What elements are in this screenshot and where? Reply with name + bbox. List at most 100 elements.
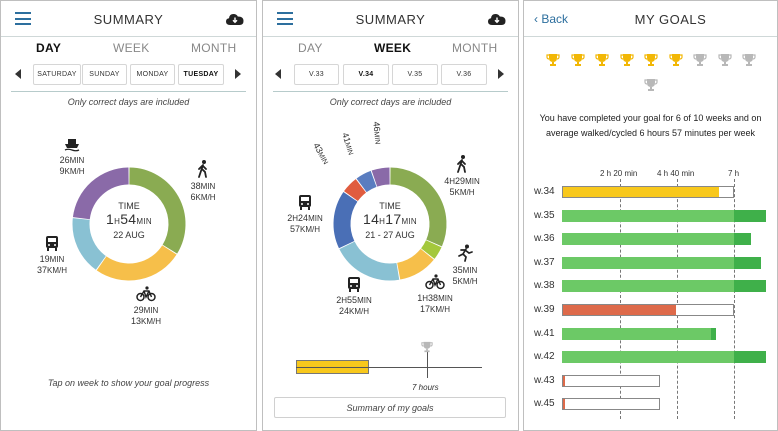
header: SUMMARY	[263, 1, 518, 37]
trophy-grey-icon	[693, 53, 707, 67]
donut-segment-walk[interactable]	[389, 167, 447, 247]
day-chip[interactable]: SUNDAY	[82, 64, 127, 85]
tab-month[interactable]: MONTH	[452, 41, 498, 55]
period-tabs: DAY WEEK MONTH	[263, 41, 518, 57]
week-label: w.45	[534, 398, 555, 410]
goal-bar-track	[296, 367, 482, 368]
summary-week-screen: SUMMARY DAY WEEK MONTH V.33 V.34 V.35 V.…	[262, 0, 519, 431]
page-title: SUMMARY	[93, 12, 164, 27]
cloud-download-icon[interactable]	[226, 12, 244, 26]
donut-segment-car[interactable]	[344, 179, 367, 202]
bus-label: 2H55MIN 24KM/H	[334, 276, 374, 317]
walking-person-icon	[457, 155, 466, 173]
running-person-icon	[458, 244, 473, 262]
day-chip[interactable]: MONDAY	[130, 64, 175, 85]
trophy-gold-icon	[570, 53, 585, 67]
walk-label: 4H29MIN 5KM/H	[443, 155, 481, 198]
summary-day-screen: SUMMARY DAY WEEK MONTH SATURDAY SUNDAY M…	[0, 0, 257, 431]
running-label: 35MIN 5KM/H	[449, 244, 481, 287]
page-title: SUMMARY	[355, 12, 426, 27]
bar-fill	[563, 305, 677, 315]
donut-segment-ferry[interactable]	[371, 167, 390, 187]
goal-label: 7 hours	[412, 383, 439, 392]
trophy-gold-icon	[644, 53, 658, 67]
divider	[273, 91, 508, 92]
next-arrow-icon[interactable]	[235, 69, 241, 79]
week-goal-bar[interactable]	[562, 398, 660, 411]
day-chip-selected[interactable]: TUESDAY	[178, 64, 224, 85]
week-goal-bar[interactable]	[562, 256, 762, 269]
week-label: w.41	[534, 327, 555, 339]
donut-segment-bus[interactable]	[72, 218, 107, 270]
bicycle-icon	[136, 286, 156, 302]
bar-fill	[562, 209, 734, 222]
donut-segment-bike[interactable]	[396, 248, 434, 280]
week-selector: V.33 V.34 V.35 V.36	[263, 64, 518, 86]
week-label: w.37	[534, 256, 555, 268]
total-time: 14H17MIN	[362, 211, 418, 227]
week-chip[interactable]: V.35	[392, 64, 438, 85]
gridline	[734, 179, 735, 419]
ferry-label: 26MIN 9KM/H	[57, 138, 87, 177]
goal-marker	[427, 352, 428, 378]
hamburger-menu-icon[interactable]	[15, 12, 31, 25]
tab-week[interactable]: WEEK	[374, 41, 412, 55]
weekly-goal-bar[interactable]	[296, 352, 482, 378]
trophy-grey-icon	[742, 53, 756, 67]
tab-week[interactable]: WEEK	[113, 41, 150, 55]
week-chip-selected[interactable]: V.34	[343, 64, 389, 85]
week-goal-bar[interactable]	[562, 304, 734, 316]
donut-segment-ferry[interactable]	[72, 167, 130, 220]
bar-overflow	[734, 233, 752, 246]
cloud-download-icon[interactable]	[488, 12, 506, 26]
week-label: w.38	[534, 280, 555, 292]
week-goal-bar[interactable]	[562, 209, 766, 222]
walk-label: 38MIN 6KM/H	[187, 160, 219, 203]
bar-fill	[563, 375, 566, 386]
donut-segment-train[interactable]	[356, 170, 377, 193]
donut-segment-walk[interactable]	[128, 167, 186, 254]
donut-segment-bus[interactable]	[339, 241, 400, 281]
tab-day[interactable]: DAY	[36, 41, 62, 55]
donut-segment-bike[interactable]	[96, 244, 177, 281]
hamburger-menu-icon[interactable]	[277, 12, 293, 25]
week-chip[interactable]: V.33	[294, 64, 339, 85]
week-goal-bar[interactable]	[562, 374, 660, 387]
previous-arrow-icon[interactable]	[15, 69, 21, 79]
info-note: Only correct days are included	[329, 97, 452, 107]
trophy-grey-icon	[644, 78, 658, 92]
goal-summary-text: You have completed your goal for 6 of 10…	[539, 113, 762, 138]
time-label: TIME	[118, 201, 140, 211]
total-time: 1H54MIN	[106, 211, 152, 227]
summary-of-goals-button[interactable]: Summary of my goals	[274, 397, 506, 418]
week-goal-bar[interactable]	[562, 186, 734, 198]
week-goal-bar[interactable]	[562, 351, 766, 364]
donut-segment-other[interactable]	[333, 192, 358, 249]
gridline-label: 4 h 40 min	[657, 169, 695, 178]
week-chip[interactable]: V.36	[441, 64, 487, 85]
bar-fill	[562, 327, 711, 340]
date-label: 22 AUG	[113, 230, 145, 240]
day-chip[interactable]: SATURDAY	[33, 64, 81, 85]
car-time-label: 43MIN	[311, 141, 329, 166]
gridline-label: 7 h	[728, 169, 740, 178]
week-label: w.39	[534, 304, 555, 315]
day-selector: SATURDAY SUNDAY MONDAY TUESDAY	[1, 64, 256, 86]
previous-arrow-icon[interactable]	[275, 69, 281, 79]
donut-segment-bike2[interactable]	[420, 240, 442, 259]
time-donut-chart	[333, 167, 447, 281]
trophy-gold-icon	[595, 53, 609, 67]
time-label: TIME	[379, 201, 401, 211]
tab-day[interactable]: DAY	[298, 41, 323, 55]
back-button[interactable]: ‹ Back	[534, 12, 569, 26]
trophy-gold-icon	[546, 53, 560, 67]
gridline-label: 2 h 20 min	[600, 169, 638, 178]
tab-month[interactable]: MONTH	[191, 41, 237, 55]
bus-icon	[348, 277, 360, 292]
bus-icon	[299, 195, 311, 210]
next-arrow-icon[interactable]	[498, 69, 504, 79]
week-goal-bar[interactable]	[562, 327, 716, 340]
week-goal-bar[interactable]	[562, 233, 752, 246]
week-goal-bar[interactable]	[562, 280, 766, 293]
walking-person-icon	[198, 160, 207, 178]
